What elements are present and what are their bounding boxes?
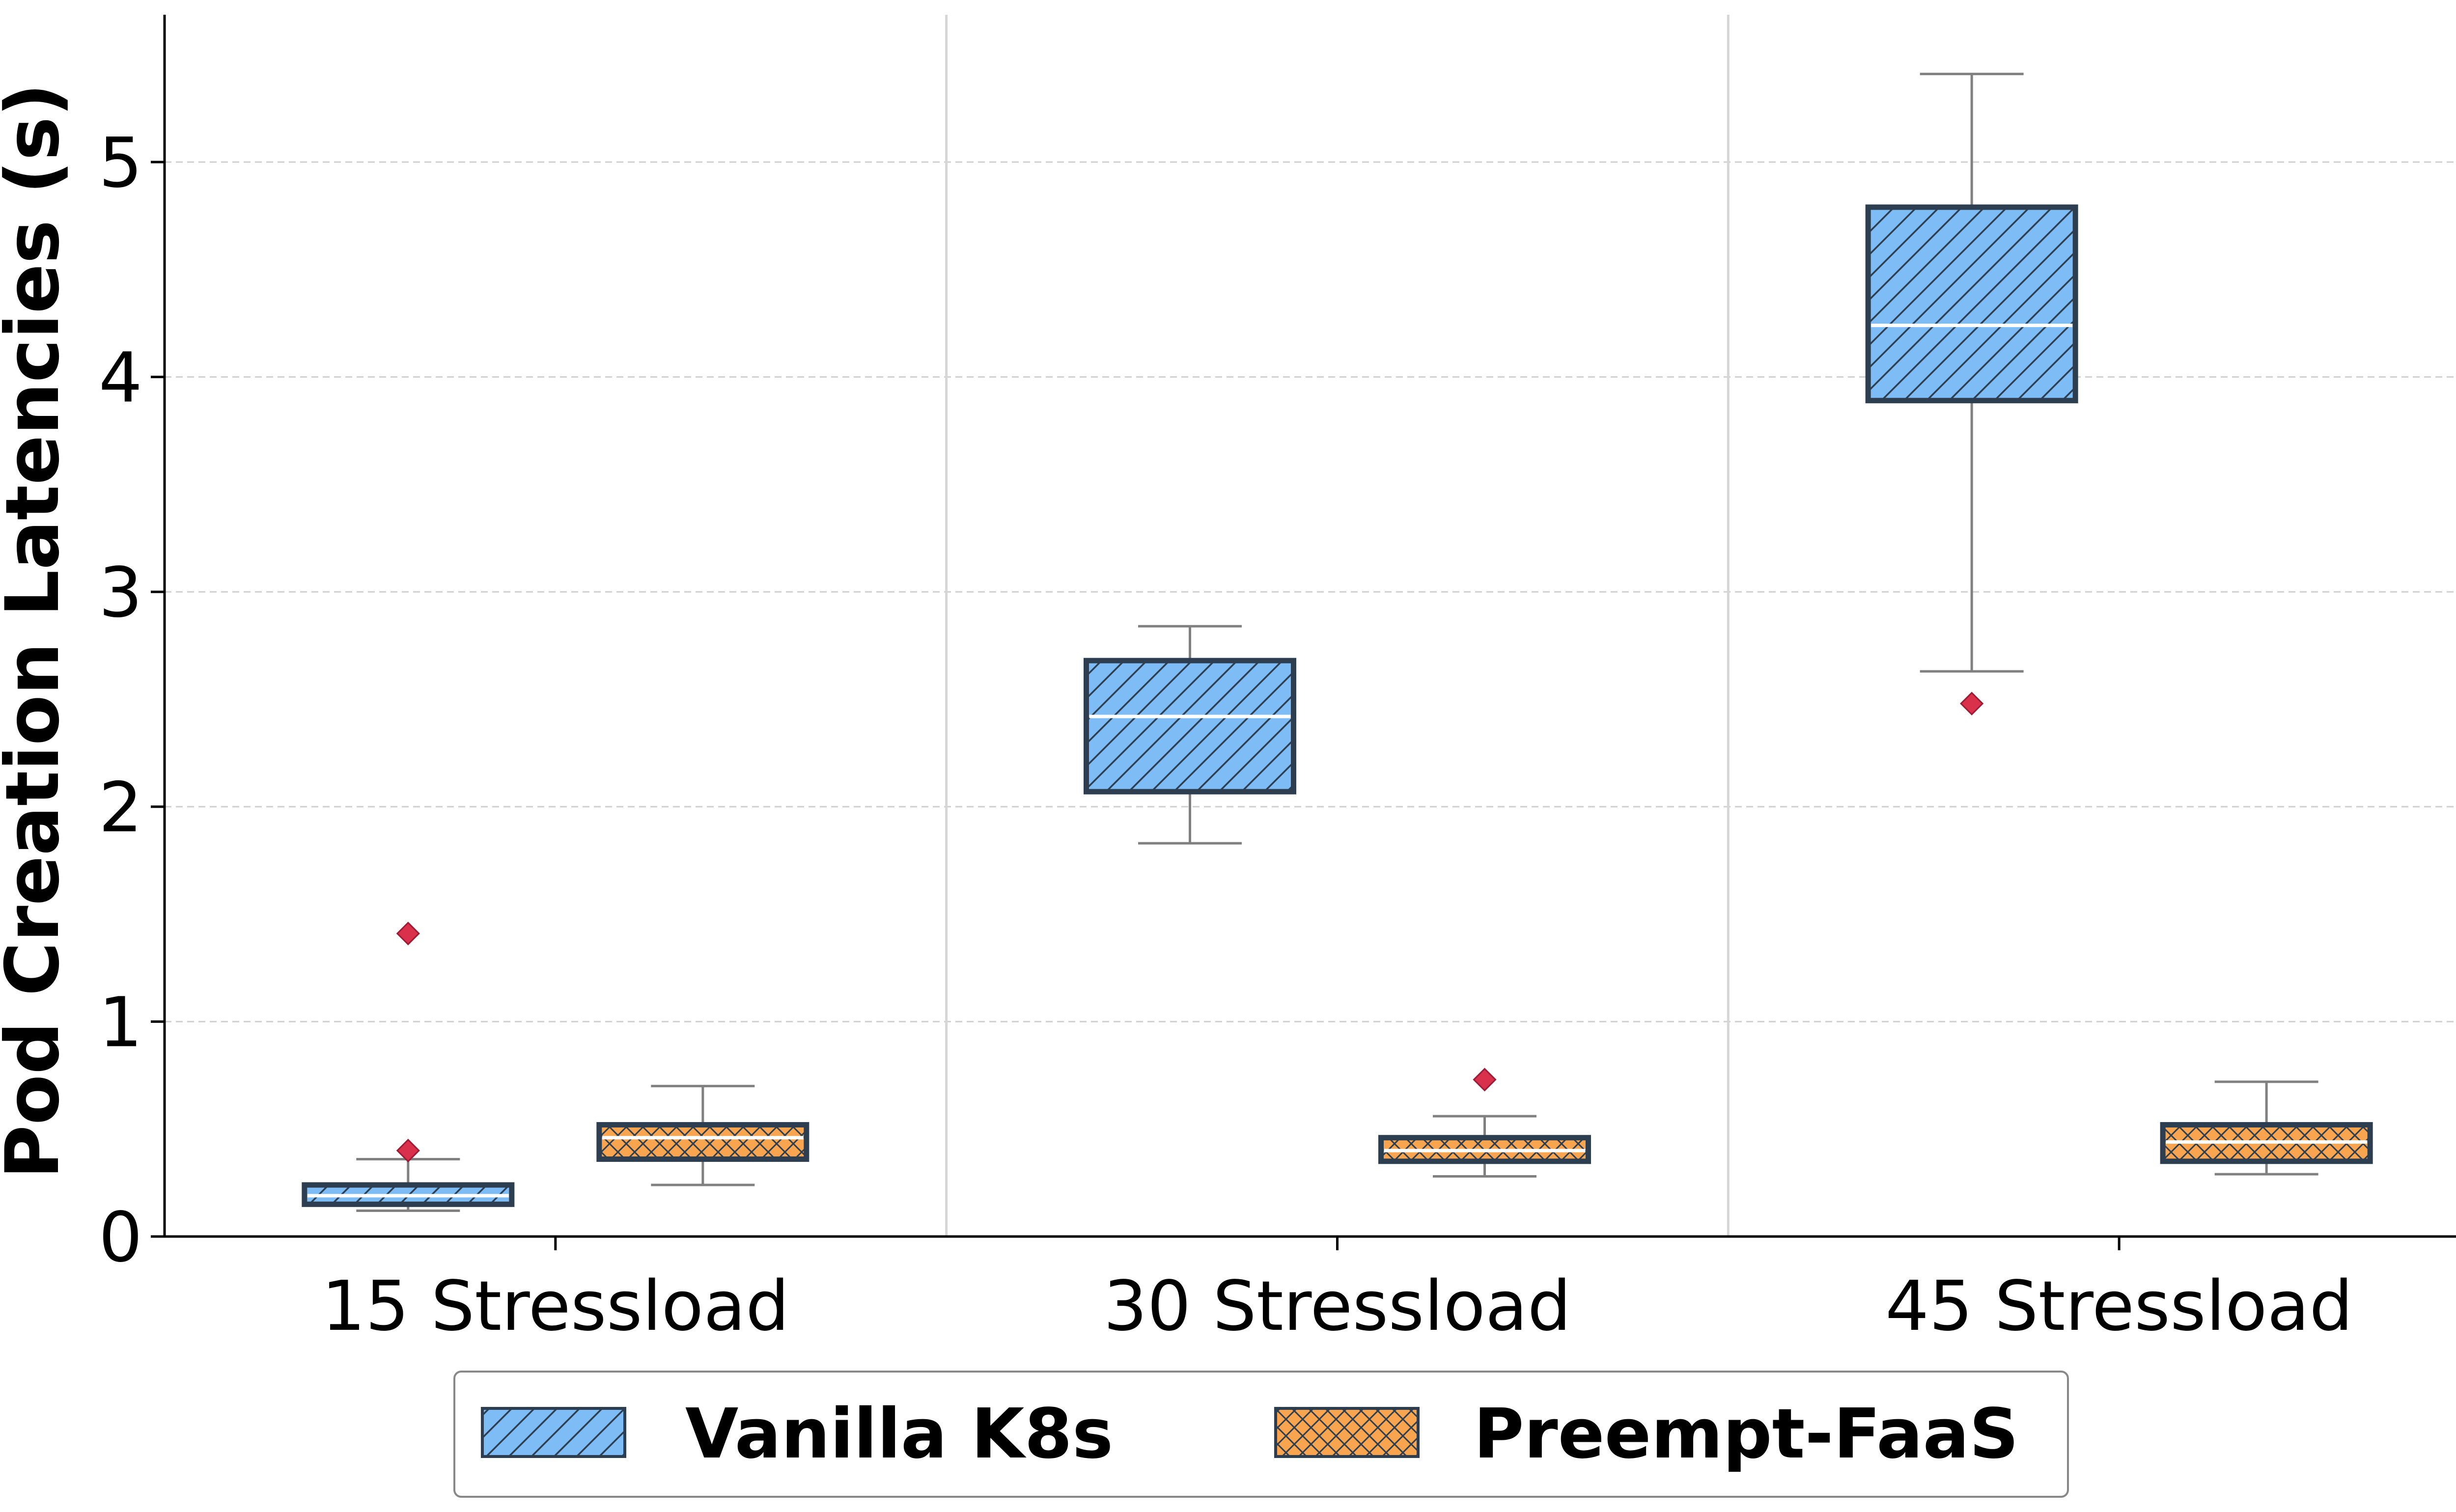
x-tick-label: 15 Stressload bbox=[322, 1266, 789, 1347]
y-tick-label: 4 bbox=[99, 338, 142, 418]
box-outline bbox=[1084, 658, 1296, 795]
y-axis-label: Pod Creation Latencies (s) bbox=[0, 83, 76, 1179]
box-vanilla-k8s bbox=[1865, 73, 2078, 715]
y-tick-label: 5 bbox=[99, 123, 142, 203]
box-preempt-faas bbox=[2160, 1080, 2373, 1176]
box-outline bbox=[1865, 204, 2078, 404]
y-tick-label: 0 bbox=[99, 1198, 142, 1278]
legend-swatch-outline bbox=[481, 1407, 626, 1458]
x-tick-label: 30 Stressload bbox=[1103, 1266, 1571, 1347]
box-series bbox=[302, 73, 2373, 1212]
legend-label: Preempt-FaaS bbox=[1474, 1394, 2019, 1474]
legend-swatch-hatch bbox=[482, 1408, 625, 1457]
legend-swatch-hatch bbox=[1276, 1408, 1418, 1457]
box-vanilla-k8s bbox=[302, 921, 515, 1212]
y-tick-label: 3 bbox=[99, 553, 142, 633]
legend-swatch-outline bbox=[1274, 1407, 1420, 1458]
box-outline bbox=[1378, 1135, 1591, 1164]
group-separators bbox=[945, 15, 1730, 1237]
box-outline bbox=[596, 1122, 809, 1162]
box-outline bbox=[302, 1182, 515, 1207]
box-vanilla-k8s bbox=[1084, 625, 1296, 845]
outlier-point bbox=[396, 1138, 420, 1163]
box-preempt-faas bbox=[596, 1085, 809, 1186]
grid-lines bbox=[165, 161, 2456, 1022]
box-hatch bbox=[599, 1125, 807, 1159]
legend-item: Preempt-FaaS bbox=[1274, 1394, 2019, 1474]
legend-item: Vanilla K8s bbox=[481, 1394, 1113, 1474]
legend-items: Vanilla K8s Preempt-FaaS bbox=[481, 1394, 2019, 1474]
axes: 0 1 2 3 4 5 15 Stressload 30 Stressload 45 Stres… bbox=[99, 15, 2456, 1347]
y-tick-label: 2 bbox=[99, 768, 142, 848]
outlier-point bbox=[396, 921, 420, 946]
x-tick-label: 45 Stressload bbox=[1885, 1266, 2353, 1347]
legend-frame bbox=[453, 1371, 2069, 1498]
outlier-point bbox=[1960, 691, 1984, 715]
box-hatch bbox=[1086, 660, 1294, 792]
box-preempt-faas bbox=[1378, 1068, 1591, 1178]
legend: Vanilla K8s Preempt-FaaS bbox=[453, 1371, 2069, 1498]
outlier-point bbox=[1473, 1068, 1497, 1092]
legend-label: Vanilla K8s bbox=[685, 1394, 1113, 1474]
y-tick-label: 1 bbox=[99, 983, 142, 1063]
box-outline bbox=[2160, 1122, 2373, 1164]
box-hatch bbox=[1868, 207, 2076, 401]
